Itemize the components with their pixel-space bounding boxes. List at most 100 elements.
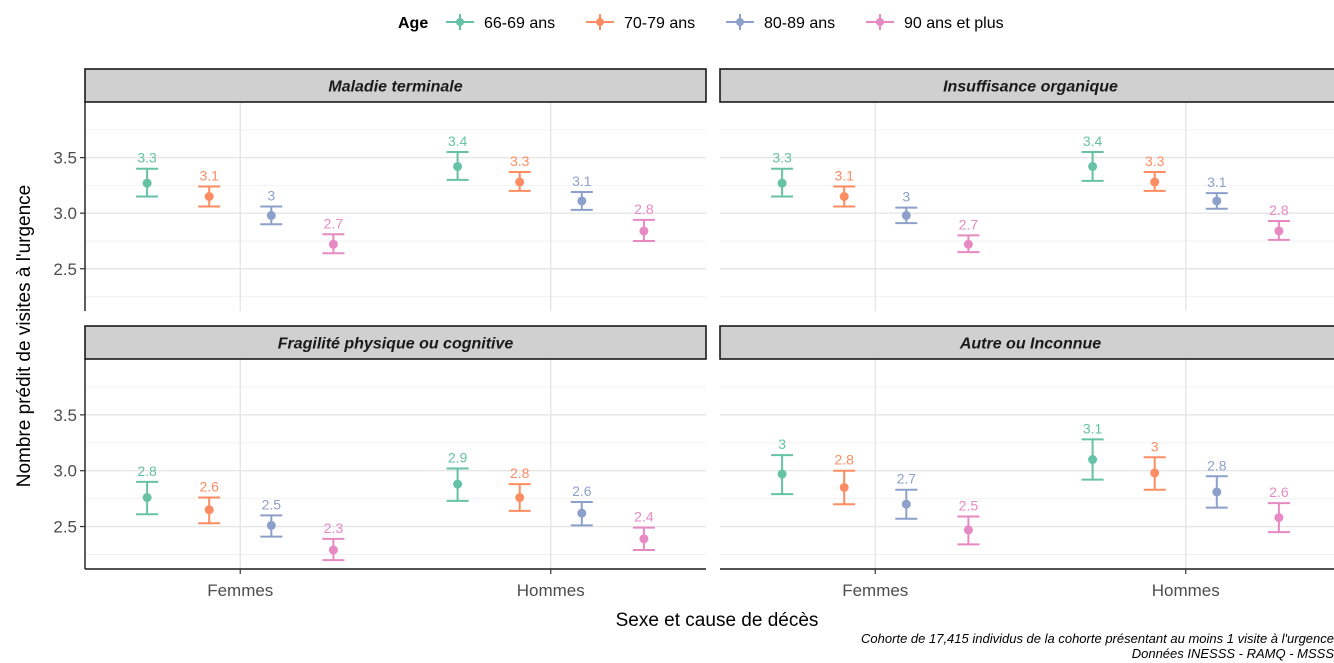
data-point (577, 508, 587, 518)
data-label: 3 (267, 188, 275, 204)
y-tick-label: 3.5 (53, 149, 77, 168)
y-tick-label: 3.5 (53, 406, 77, 425)
data-label: 3.4 (1083, 133, 1103, 149)
data-point (1088, 161, 1098, 171)
x-tick-label: Hommes (517, 581, 585, 600)
x-axis-title: Sexe et cause de décès (616, 610, 819, 631)
data-label: 3 (1151, 438, 1159, 454)
caption-line-2: Données INESSS - RAMQ - MSSS (1132, 646, 1334, 661)
facet-title: Maladie terminale (328, 79, 462, 96)
panel-background (720, 102, 1334, 311)
data-label: 2.9 (448, 449, 468, 465)
data-label: 2.4 (634, 509, 654, 525)
data-label: 3 (902, 189, 910, 205)
data-point (515, 493, 525, 503)
data-point (515, 177, 525, 187)
data-point (777, 469, 787, 479)
legend-label: 80-89 ans (764, 15, 835, 32)
data-point (328, 545, 338, 555)
data-label: 3.3 (510, 153, 530, 169)
facet-strip (84, 325, 707, 360)
data-point (142, 178, 152, 188)
data-point (142, 493, 152, 503)
data-point (1088, 455, 1098, 465)
legend-key-point (456, 18, 464, 26)
y-tick-label: 3.0 (53, 462, 77, 481)
x-tick-label: Hommes (1152, 581, 1220, 600)
data-label: 3.3 (1145, 153, 1165, 169)
data-label: 2.7 (959, 216, 979, 232)
facet-strip (719, 325, 1334, 360)
panel-background (85, 359, 706, 569)
data-point (204, 505, 214, 515)
data-label: 2.6 (199, 479, 219, 495)
data-label: 2.3 (324, 520, 344, 536)
data-label: 2.8 (634, 201, 654, 217)
data-label: 2.6 (1269, 484, 1289, 500)
legend-label: 66-69 ans (484, 15, 555, 32)
data-point (639, 226, 649, 236)
data-point (1212, 487, 1222, 497)
data-point (453, 479, 463, 489)
data-label: 3.1 (1083, 420, 1103, 436)
data-label: 2.5 (959, 498, 979, 514)
data-label: 2.8 (137, 463, 157, 479)
data-label: 2.8 (834, 452, 854, 468)
data-point (901, 499, 911, 509)
facet-title: Fragilité physique ou cognitive (278, 336, 514, 353)
data-point (639, 534, 649, 544)
panel-background (720, 359, 1334, 569)
data-point (266, 210, 276, 220)
legend-key-point (596, 18, 604, 26)
data-label: 2.8 (510, 465, 530, 481)
data-point (328, 239, 338, 249)
data-label: 2.5 (262, 496, 282, 512)
data-label: 3.1 (1207, 174, 1227, 190)
data-point (1274, 513, 1284, 523)
data-point (204, 191, 214, 201)
x-tick-label: Femmes (207, 581, 273, 600)
data-label: 3.1 (572, 173, 592, 189)
data-label: 2.8 (1207, 457, 1227, 473)
y-tick-label: 3.0 (53, 204, 77, 223)
y-tick-label: 2.5 (53, 518, 77, 537)
legend-label: 70-79 ans (624, 15, 695, 32)
legend-label: 90 ans et plus (904, 15, 1004, 32)
data-label: 2.7 (324, 215, 344, 231)
data-label: 3.3 (137, 150, 157, 166)
data-point (1150, 177, 1160, 187)
data-point (777, 178, 787, 188)
data-label: 3.4 (448, 133, 468, 149)
y-tick-label: 2.5 (53, 260, 77, 279)
legend-key-point (876, 18, 884, 26)
data-point (839, 191, 849, 201)
data-label: 3 (778, 436, 786, 452)
data-point (1150, 468, 1160, 478)
data-point (577, 196, 587, 206)
data-point (453, 161, 463, 171)
facet-strip (84, 68, 707, 103)
data-point (963, 525, 973, 535)
data-point (839, 482, 849, 492)
data-label: 3.3 (772, 150, 792, 166)
facet-strip (719, 68, 1334, 103)
data-point (901, 210, 911, 220)
data-label: 3.1 (199, 167, 219, 183)
data-label: 2.8 (1269, 202, 1289, 218)
y-axis-title: Nombre prédit de visites à l'urgence (14, 185, 35, 488)
facet-title: Autre ou Inconnue (959, 336, 1101, 353)
x-tick-label: Femmes (842, 581, 908, 600)
caption-line-1: Cohorte de 17,415 individus de la cohort… (861, 631, 1334, 646)
data-label: 2.6 (572, 483, 592, 499)
panel-background (85, 102, 706, 311)
data-point (266, 520, 276, 530)
data-point (963, 239, 973, 249)
facet-title: Insuffisance organique (943, 79, 1118, 96)
data-point (1274, 226, 1284, 236)
data-label: 3.1 (834, 167, 854, 183)
legend-key-point (736, 18, 744, 26)
data-label: 2.7 (897, 471, 917, 487)
legend-title: Age (398, 15, 428, 32)
data-point (1212, 196, 1222, 206)
